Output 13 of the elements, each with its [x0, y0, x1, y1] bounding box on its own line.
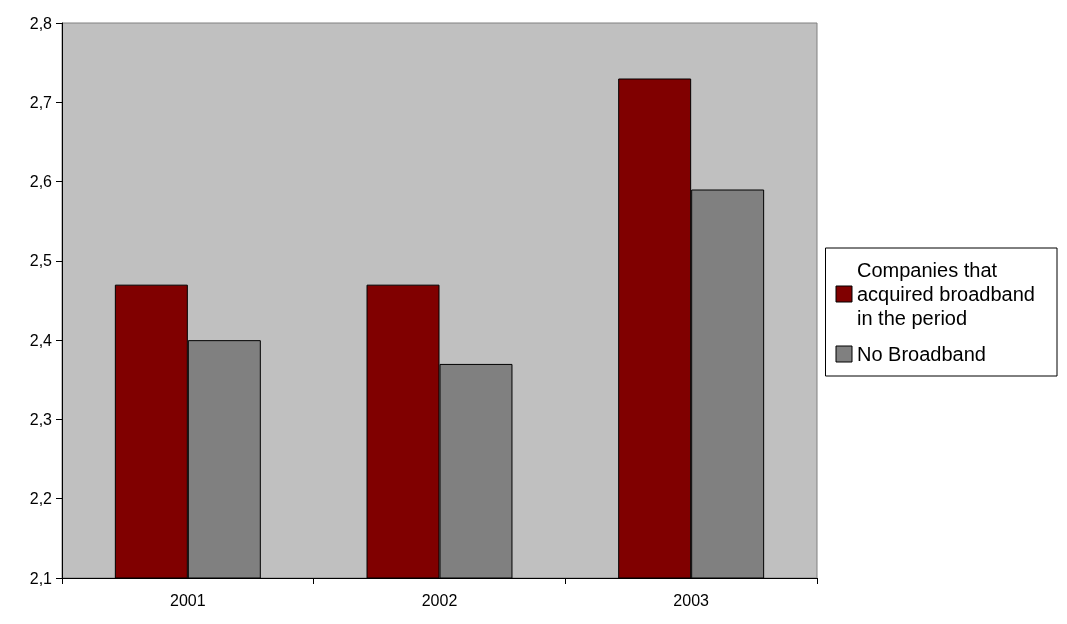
y-tick-label: 2,8 [29, 14, 53, 32]
x-tick-label: 2002 [421, 591, 458, 609]
legend-label: Companies that acquired broadband in the period [857, 259, 1041, 329]
y-tick-label: 2,5 [29, 252, 53, 270]
y-tick-label: 2,4 [29, 331, 53, 349]
y-tick-label: 2,1 [29, 569, 53, 587]
y-tick-label: 2,2 [29, 490, 53, 508]
x-tick-label: 2001 [170, 591, 206, 609]
y-tick-label: 2,7 [29, 93, 53, 111]
legend-label: No Broadband [857, 343, 986, 365]
x-tick-label: 2003 [673, 591, 710, 609]
y-tick-label: 2,3 [29, 410, 53, 428]
y-tick-label: 2,6 [29, 173, 53, 191]
